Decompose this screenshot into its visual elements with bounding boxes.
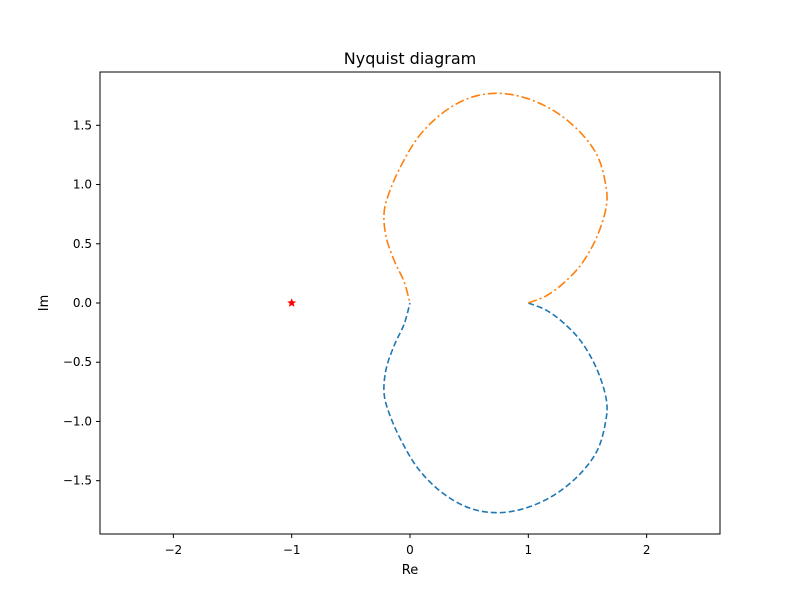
plot-layer: [287, 92, 608, 514]
y-tick-label: −1.5: [63, 474, 92, 488]
x-tick-label: 1: [525, 543, 533, 557]
critical-point-marker: [287, 298, 297, 307]
y-axis-label: Im: [37, 295, 52, 312]
plot-frame: [99, 71, 721, 535]
x-tick-label: −1: [283, 543, 301, 557]
nyquist-curve-1: [383, 302, 608, 514]
ticks-layer: −2 −1 0 1 2 −1.5 −1.0 −0.5 0.0 0.5 1.0 1.5: [63, 118, 651, 557]
chart-title: Nyquist diagram: [344, 49, 476, 68]
y-tick-label: 1.0: [73, 178, 92, 192]
y-tick-label: −1.0: [63, 414, 92, 428]
y-tick-label: −0.5: [63, 355, 92, 369]
x-tick-label: −2: [165, 543, 183, 557]
x-tick-label: 0: [406, 543, 414, 557]
x-tick-label: 2: [643, 543, 651, 557]
y-tick-label: 0.5: [73, 237, 92, 251]
x-axis-label: Re: [402, 563, 418, 578]
y-tick-label: 1.5: [73, 118, 92, 132]
y-tick-label: 0.0: [73, 296, 92, 310]
nyquist-curve-2: [383, 92, 608, 304]
